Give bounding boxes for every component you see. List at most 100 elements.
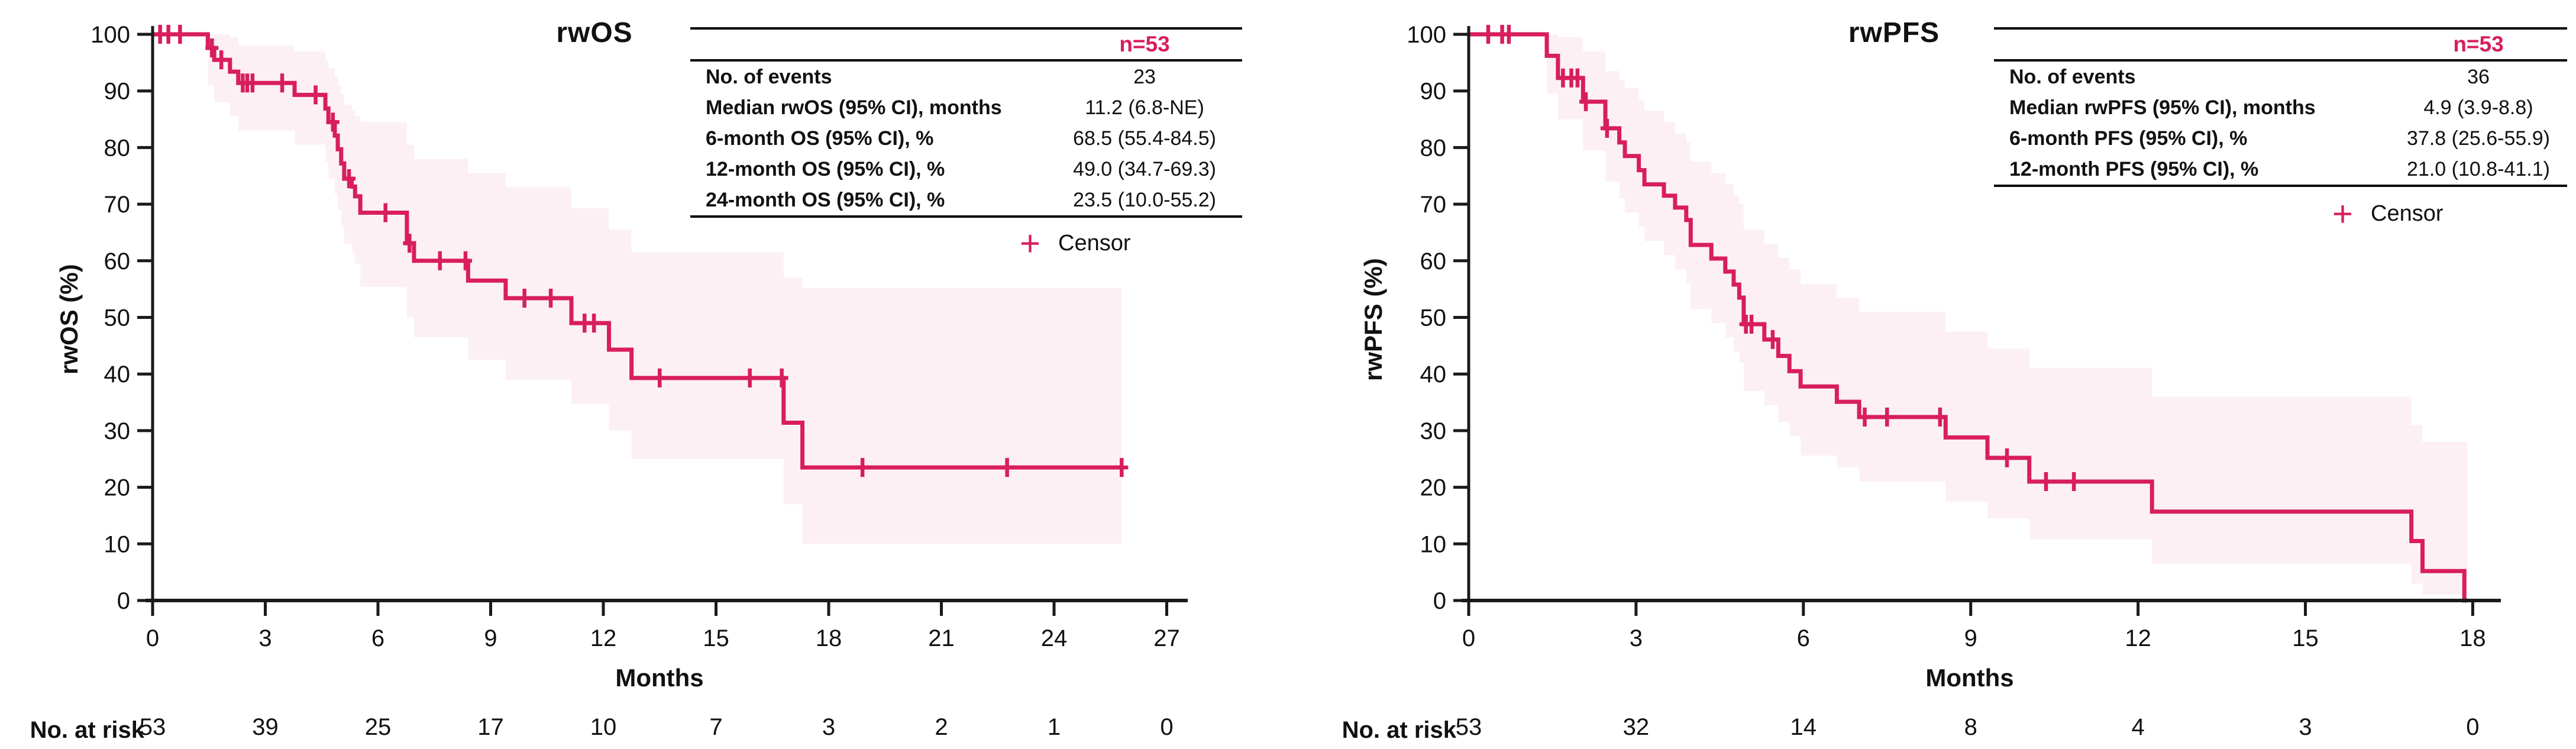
x-tick-label: 21 [928, 625, 955, 651]
table-row-label: Median rwOS (95% CI), months [706, 96, 1002, 119]
y-tick-label: 90 [104, 79, 131, 105]
y-tick-label: 40 [1420, 361, 1447, 388]
table-row-value: 36 [2467, 65, 2490, 88]
y-tick-label: 80 [104, 135, 131, 161]
risk-count: 39 [252, 714, 279, 740]
pfs-censor-legend-label: Censor [2371, 201, 2444, 226]
risk-count: 10 [590, 714, 617, 740]
os-risk-label: No. at risk [30, 717, 144, 743]
x-tick-label: 6 [371, 625, 384, 651]
censor-plus-icon: + [1020, 223, 1041, 263]
table-row: No. of events 36 [1994, 62, 2567, 92]
y-tick-label: 80 [1420, 135, 1447, 161]
pfs-table-header: n=53 [1994, 30, 2567, 62]
pfs-title: rwPFS [1848, 17, 1940, 49]
y-tick-label: 50 [1420, 305, 1447, 331]
x-tick-label: 0 [1462, 625, 1475, 651]
os-plot: 0533396259171210157183212241270010203040… [91, 22, 1188, 740]
x-tick-label: 27 [1153, 625, 1180, 651]
table-row-value: 23.5 (10.0-55.2) [1073, 188, 1216, 211]
risk-count: 3 [2299, 714, 2312, 740]
risk-count: 2 [935, 714, 948, 740]
x-tick-label: 9 [1964, 625, 1977, 651]
y-tick-label: 100 [91, 22, 130, 48]
x-tick-label: 18 [2459, 625, 2486, 651]
pfs-risk-label: No. at risk [1342, 717, 1456, 743]
risk-count: 53 [140, 714, 166, 740]
x-tick-label: 6 [1797, 625, 1810, 651]
x-tick-label: 3 [258, 625, 272, 651]
os-x-axis-label: Months [615, 664, 704, 692]
table-row-value: 4.9 (3.9-8.8) [2423, 96, 2533, 119]
table-row: 6-month PFS (95% CI), % 37.8 (25.6-55.9) [1994, 123, 2567, 154]
os-table-body: No. of events 23 Median rwOS (95% CI), mon… [690, 62, 1242, 215]
y-tick-label: 70 [104, 192, 131, 218]
table-row: 12-month PFS (95% CI), % 21.0 (10.8-41.1) [1994, 154, 2567, 185]
x-tick-label: 18 [816, 625, 842, 651]
y-tick-label: 10 [104, 531, 131, 557]
table-row-label: 12-month OS (95% CI), % [706, 157, 945, 180]
risk-count: 4 [2131, 714, 2144, 740]
risk-count: 3 [822, 714, 835, 740]
km-curve [1469, 32, 2467, 603]
table-row-value: 49.0 (34.7-69.3) [1073, 157, 1216, 180]
table-row-value: 37.8 (25.6-55.9) [2407, 127, 2550, 150]
table-row: Median rwPFS (95% CI), months 4.9 (3.9-8.… [1994, 92, 2567, 123]
y-tick-label: 100 [1407, 22, 1446, 48]
x-tick-label: 24 [1041, 625, 1068, 651]
risk-count: 0 [2466, 714, 2479, 740]
table-row: 12-month OS (95% CI), % 49.0 (34.7-69.3) [690, 154, 1242, 185]
table-row: Median rwOS (95% CI), months 11.2 (6.8-NE… [690, 92, 1242, 123]
x-tick-label: 15 [2292, 625, 2319, 651]
table-row-label: 24-month OS (95% CI), % [706, 188, 945, 211]
table-row-value: 68.5 (55.4-84.5) [1073, 127, 1216, 150]
pfs-stat-table: n=53 No. of events 36 Median rwPFS (95% CI… [1994, 27, 2567, 187]
pfs-plot: 0533326149812415318001020304050607080901… [1407, 22, 2501, 740]
x-tick-label: 3 [1630, 625, 1643, 651]
table-row-label: 6-month PFS (95% CI), % [2009, 127, 2248, 150]
y-tick-label: 60 [1420, 248, 1447, 275]
x-tick-label: 12 [590, 625, 617, 651]
y-tick-label: 20 [104, 475, 131, 501]
y-tick-label: 70 [1420, 192, 1447, 218]
os-censor-legend-label: Censor [1058, 231, 1131, 256]
risk-count: 17 [477, 714, 504, 740]
table-row: No. of events 23 [690, 62, 1242, 92]
pfs-n-header: n=53 [2453, 32, 2504, 56]
y-tick-label: 60 [104, 248, 131, 275]
table-row-label: No. of events [706, 65, 832, 88]
y-tick-label: 40 [104, 361, 131, 388]
y-tick-label: 90 [1420, 79, 1447, 105]
table-row-label: Median rwPFS (95% CI), months [2009, 96, 2316, 119]
os-stat-table: n=53 No. of events 23 Median rwOS (95% CI)… [690, 27, 1242, 218]
risk-count: 1 [1048, 714, 1061, 740]
risk-count: 8 [1964, 714, 1977, 740]
censor-plus-icon: + [2332, 193, 2354, 234]
y-tick-label: 10 [1420, 531, 1447, 557]
x-tick-label: 9 [484, 625, 497, 651]
risk-count: 14 [1790, 714, 1817, 740]
risk-count: 7 [709, 714, 722, 740]
table-row: 6-month OS (95% CI), % 68.5 (55.4-84.5) [690, 123, 1242, 154]
y-tick-label: 50 [104, 305, 131, 331]
os-table-header: n=53 [690, 30, 1242, 62]
pfs-censor-legend: + Censor [2332, 193, 2444, 234]
ci-band [1547, 34, 2467, 595]
table-row-value: 21.0 (10.8-41.1) [2407, 157, 2550, 180]
table-row-label: No. of events [2009, 65, 2136, 88]
y-tick-label: 0 [117, 588, 130, 614]
risk-count: 32 [1623, 714, 1650, 740]
os-title: rwOS [556, 17, 633, 49]
os-y-axis-label: rwOS (%) [55, 264, 83, 375]
ci-band [208, 34, 1122, 544]
risk-count: 53 [1456, 714, 1482, 740]
pfs-x-axis-label: Months [1925, 664, 2014, 692]
table-row: 24-month OS (95% CI), % 23.5 (10.0-55.2) [690, 185, 1242, 215]
y-tick-label: 20 [1420, 475, 1447, 501]
x-tick-label: 0 [146, 625, 159, 651]
table-row-value: 23 [1133, 65, 1156, 88]
table-row-label: 12-month PFS (95% CI), % [2009, 157, 2259, 180]
x-tick-label: 15 [703, 625, 729, 651]
